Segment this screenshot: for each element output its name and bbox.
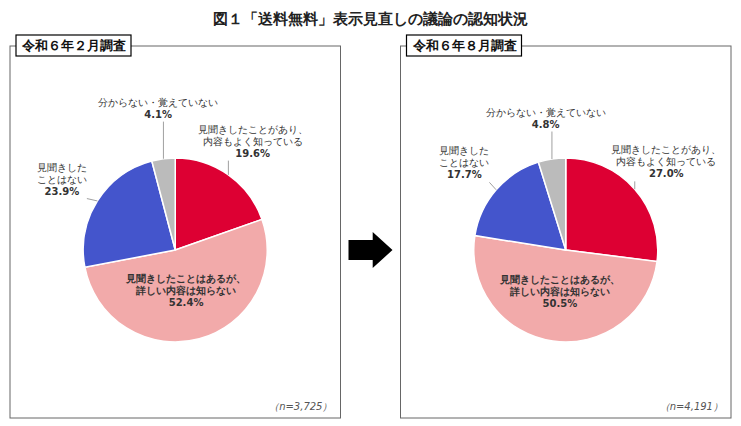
slice-label: 見聞きしたことがあり、内容もよく知っている27.0% [611,144,721,179]
category-label: 見聞きしたことはない [37,162,87,185]
leader-lines [489,132,634,190]
chart-root: 図１「送料無料」表示見直しの議論の認知状況見聞きしたことがあり、内容もよく知って… [0,0,741,426]
chart-title: 令和６年８月調査 [412,38,517,53]
slice-label: 見聞きしたことはあるが、詳しい内容は知らない50.5% [499,274,620,309]
chart-title-box [16,35,131,56]
category-label: 見聞きしたことはあるが、詳しい内容は知らない [125,273,246,297]
panel-frame [10,46,341,418]
label-line: 内容もよく知っている [616,156,716,167]
label-line: 分からない・覚えていない [98,97,218,108]
label-line: 見聞きした [439,145,489,156]
leader-line [634,181,635,189]
data-label: 23.9% [45,186,80,197]
category-label: 見聞きしたことがあり、内容もよく知っている [198,124,308,147]
pie-panel: 見聞きしたことがあり、内容もよく知っている19.6% 見聞きしたことはあるが、詳し… [10,35,341,418]
data-label: 27.0% [649,168,684,179]
category-label: 分からない・覚えていない [486,107,606,118]
chart-title: 令和６年２月調査 [21,38,126,53]
label-line: 見聞きした [37,162,87,173]
pie-slice [538,158,565,250]
label-line: 分からない・覚えていない [486,107,606,118]
leader-line [489,182,496,189]
category-label: 見聞きしたことはあるが、詳しい内容は知らない [499,274,620,298]
slice-label: 見聞きしたことはあるが、詳しい内容は知らない52.4% [125,273,246,308]
pie-slice [566,158,658,262]
panel-frame [401,46,732,418]
slice-label: 分からない・覚えていない4.1% [98,97,218,120]
category-label: 見聞きしたことはない [439,145,489,168]
slice-label: 分からない・覚えていない4.8% [486,107,606,130]
pie-slice [152,158,175,250]
data-label: 52.4% [169,297,204,308]
chart-label: 令和６年８月調査 [407,35,522,56]
label-line: 見聞きしたことはあるが、 [125,273,246,284]
data-label: 17.7% [447,169,482,180]
leader-line [228,161,229,175]
category-label: 見聞きしたことがあり、内容もよく知っている [611,144,721,167]
slices [83,158,267,342]
data-label: 19.6% [235,148,270,159]
slice-label: 見聞きしたことがあり、内容もよく知っている19.6% [198,124,308,159]
slice-label: 見聞きしたことはない23.9% [37,162,87,197]
slice-label: 見聞きしたことはない17.7% [439,145,489,180]
leader-line [87,199,98,201]
label-line: 見聞きしたことはあるが、 [499,274,620,285]
data-label: 50.5% [543,298,578,309]
pie-panel: 見聞きしたことがあり、内容もよく知っている27.0% 見聞きしたことはあるが、詳し… [401,35,732,418]
label-line: 見聞きしたことがあり、 [198,124,308,135]
label-line: ことはない [37,174,87,185]
label-line: ことはない [439,157,489,168]
label-line: 詳しい内容は知らない [509,286,610,298]
data-label: 4.8% [532,119,560,130]
annotation: （n=3,725） [269,401,332,412]
title: 図１「送料無料」表示見直しの議論の認知状況 [213,10,528,28]
pie-slice [474,236,657,342]
label-line: 内容もよく知っている [203,136,303,147]
category-label: 分からない・覚えていない [98,97,218,108]
leader-line [551,132,552,160]
chart-label: 令和６年２月調査 [16,35,131,56]
leader-line [163,122,164,159]
chart-title-box [407,35,522,56]
annotation: （n=4,191） [660,401,723,412]
slices [474,158,658,342]
label-line: 見聞きしたことがあり、 [611,144,721,155]
label-line: 詳しい内容は知らない [135,285,236,297]
data-label: 4.1% [144,109,172,120]
arrow [349,232,393,268]
